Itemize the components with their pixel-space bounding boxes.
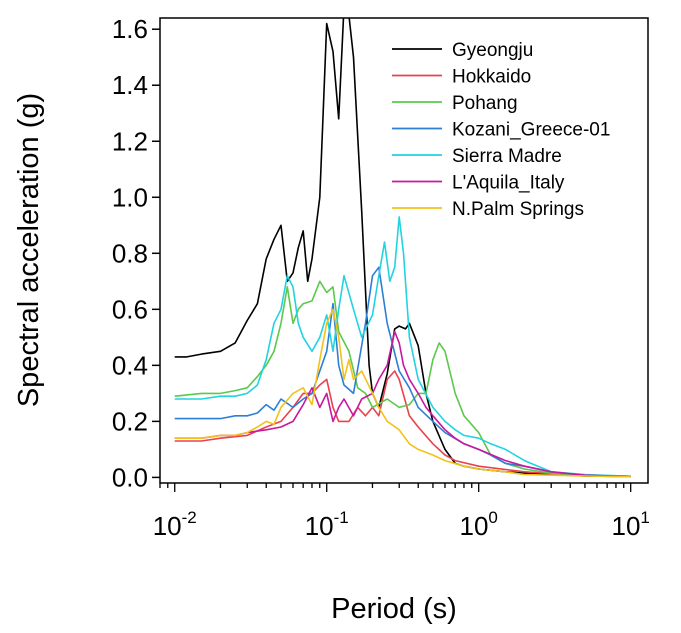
legend-label: Gyeongju	[452, 40, 533, 61]
legend-label: N.Palm Springs	[452, 199, 584, 220]
series-line	[174, 370, 631, 478]
y-tick-label: 0.8	[112, 238, 148, 268]
legend: Gyeongju Hokkaido Pohang Kozani_Greece-01 Si…	[392, 40, 610, 220]
legend-label: Pohang	[452, 93, 518, 114]
legend-label: Kozani_Greece-01	[452, 120, 610, 141]
series-line	[174, 330, 631, 478]
legend-label: Hokkaido	[452, 67, 531, 88]
legend-label: L'Aquila_Italy	[452, 173, 565, 194]
y-tick-label: 0.4	[112, 350, 148, 380]
y-tick-label: 1.0	[112, 182, 148, 212]
x-axis-title: Period (s)	[331, 593, 457, 625]
x-tick-exponent: -1	[334, 508, 349, 527]
x-tick-label: 10-2	[153, 508, 197, 541]
series-line	[174, 18, 631, 478]
x-tick-exponent: 0	[488, 508, 497, 527]
x-axis: 10-2 10-1 100 101	[153, 483, 650, 541]
y-tick-label: 0.6	[112, 294, 148, 324]
series-line	[174, 280, 631, 478]
x-tick-label: 10-1	[305, 508, 349, 541]
x-tick-label: 100	[460, 508, 498, 541]
y-tick-label: 1.6	[112, 14, 148, 44]
y-axis: 0.0 0.2 0.4 0.6 0.8 1.0 1.2 1.4 1.6	[112, 14, 160, 492]
series-line	[174, 216, 631, 478]
x-tick-exponent: 1	[640, 508, 649, 527]
y-tick-label: 0.0	[112, 462, 148, 492]
x-tick-label: 101	[611, 508, 649, 541]
y-tick-label: 1.4	[112, 70, 148, 100]
plot-frame	[159, 17, 649, 484]
series-line	[174, 266, 631, 478]
x-tick-exponent: -2	[182, 508, 197, 527]
y-axis-title: Spectral acceleration (g)	[13, 93, 45, 407]
y-tick-label: 1.2	[112, 126, 148, 156]
series-lines	[174, 18, 631, 478]
y-tick-label: 0.2	[112, 406, 148, 436]
series-line	[174, 308, 631, 478]
legend-label: Sierra Madre	[452, 146, 562, 167]
